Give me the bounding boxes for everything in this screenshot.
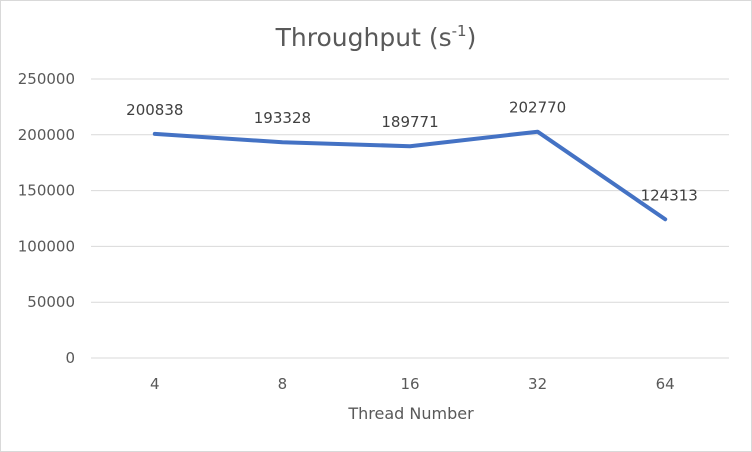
data-label: 193328	[254, 109, 311, 127]
data-label: 124313	[641, 186, 698, 204]
chart-title-main: Throughput (s	[275, 23, 452, 52]
y-tick-label: 50000	[27, 293, 75, 311]
chart-title: Throughput (s-1)	[275, 22, 477, 52]
data-label: 202770	[509, 99, 566, 117]
data-label: 189771	[381, 113, 438, 131]
y-tick-label: 150000	[18, 182, 75, 200]
x-tick-label: 4	[150, 375, 160, 393]
x-axis-ticks: 4 8 16 32 64	[150, 375, 675, 393]
data-labels: 200838 193328 189771 202770 124313	[126, 99, 698, 205]
series-group	[152, 129, 668, 222]
x-tick-label: 8	[278, 375, 288, 393]
chart-title-superscript: -1	[452, 22, 467, 40]
x-tick-label: 64	[656, 375, 675, 393]
x-tick-label: 32	[528, 375, 547, 393]
x-axis-title: Thread Number	[347, 404, 474, 423]
series-line	[152, 129, 668, 222]
y-tick-label: 200000	[18, 126, 75, 144]
y-tick-label: 0	[65, 349, 75, 367]
chart-title-suffix: )	[467, 23, 477, 52]
y-tick-label: 100000	[18, 237, 75, 255]
x-tick-label: 16	[400, 375, 419, 393]
data-label: 200838	[126, 101, 183, 119]
y-tick-label: 250000	[18, 70, 75, 88]
y-axis-ticks: 0 50000 100000 150000 200000 250000	[18, 70, 75, 367]
